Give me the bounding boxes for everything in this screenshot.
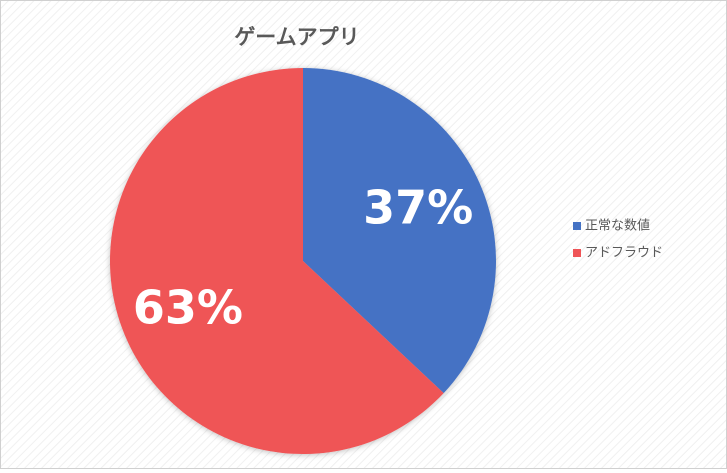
legend-label: 正常な数値 — [585, 218, 650, 234]
data-label: 37% — [363, 181, 473, 235]
chart-title: ゲームアプリ — [234, 25, 359, 49]
data-label: 63% — [133, 280, 243, 334]
pie-slice — [303, 68, 496, 394]
pie — [109, 68, 496, 454]
legend-label: アドフラウド — [585, 246, 663, 261]
legend-swatch — [573, 222, 581, 230]
legend-swatch — [573, 249, 581, 257]
pie-slice — [109, 68, 444, 454]
